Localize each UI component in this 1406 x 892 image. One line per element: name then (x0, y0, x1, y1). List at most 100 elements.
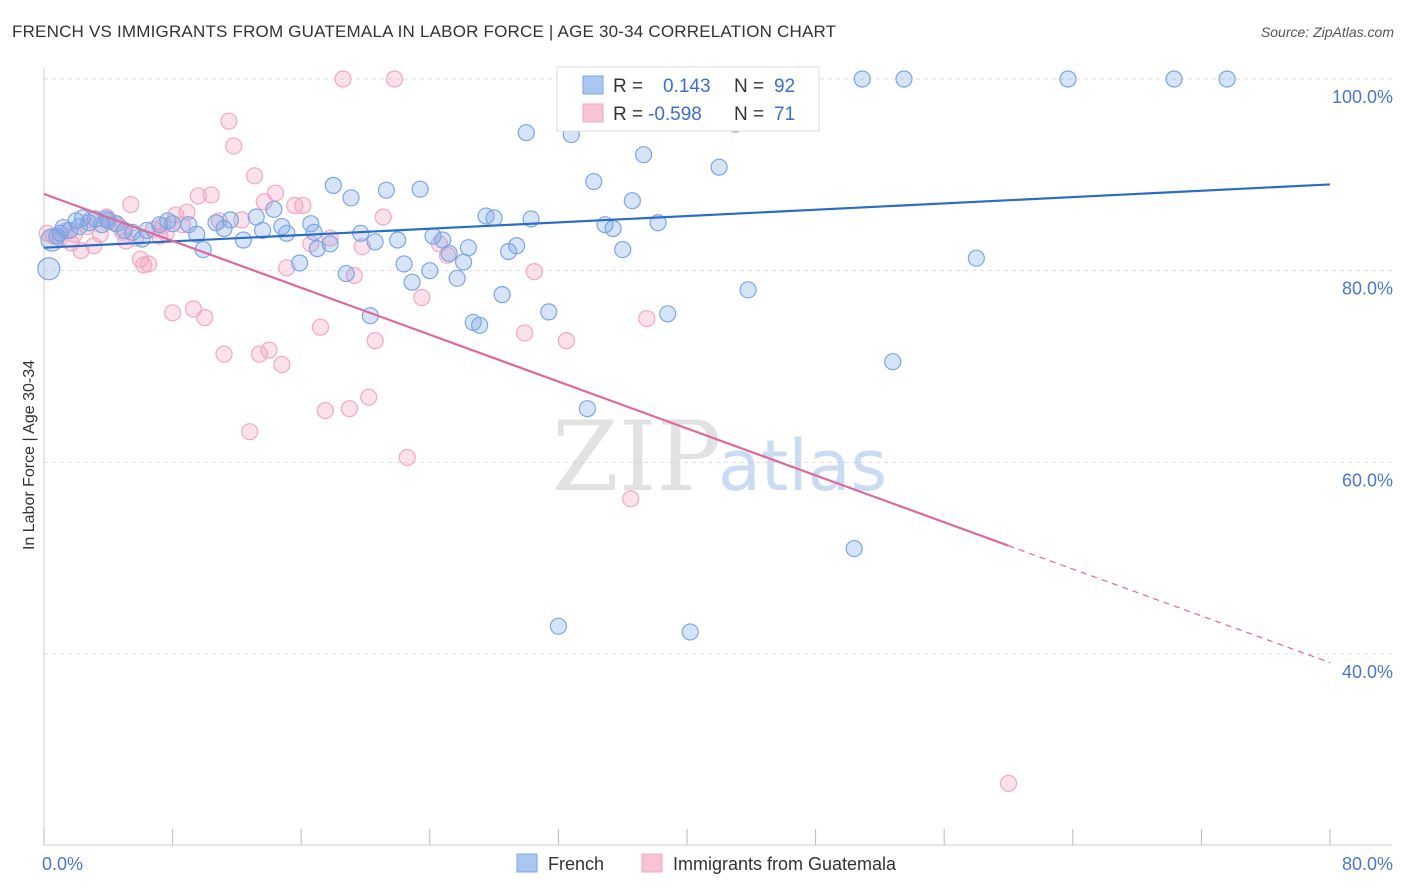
legend-n-value-guatemala: 71 (774, 104, 795, 125)
guatemala-point (122, 195, 140, 214)
trend-line-guatemala (43, 192, 1009, 547)
french-point (215, 219, 233, 238)
axes (43, 68, 1392, 846)
y-tick-labels: 100.0% 80.0% 60.0% 40.0% (1332, 87, 1393, 682)
bottom-legend-label-french: French (548, 854, 604, 874)
guatemala-point (241, 423, 259, 441)
guatemala-point (516, 324, 534, 342)
guatemala-point (225, 137, 243, 155)
watermark-zip: ZIP (552, 401, 721, 513)
french-point (61, 221, 79, 240)
french-point (884, 353, 902, 371)
french-point (614, 240, 632, 259)
guatemala-point (202, 186, 220, 204)
legend-n-label-french: N = (734, 76, 764, 97)
guatemala-point (278, 259, 296, 277)
x-tick-label-1: 80.0% (1342, 854, 1393, 874)
guatemala-point (525, 263, 543, 281)
trend-line-guatemala-extension (1008, 545, 1331, 664)
y-tick-label-3: 40.0% (1342, 662, 1393, 682)
french-point (290, 254, 309, 272)
french-point (221, 211, 240, 229)
french-point (37, 257, 61, 281)
series-guatemala-points (38, 70, 1018, 792)
french-point (389, 231, 407, 249)
french-point (459, 239, 477, 257)
guatemala-point (638, 309, 656, 328)
watermark-atlas: atlas (718, 425, 887, 507)
legend-r-label-guatemala: R = (613, 104, 643, 125)
watermark: ZIP atlas (552, 401, 887, 513)
french-point (254, 221, 272, 240)
guatemala-point (250, 345, 269, 363)
trend-lines (43, 183, 1331, 664)
guatemala-point (622, 490, 640, 508)
french-point (448, 269, 466, 287)
bottom-legend-label-guatemala: Immigrants from Guatemala (673, 854, 897, 874)
french-point (517, 124, 535, 142)
french-point (70, 217, 88, 236)
french-point (659, 305, 677, 323)
french-point (421, 262, 439, 280)
guatemala-point (999, 774, 1018, 792)
guatemala-point (340, 400, 359, 418)
french-point (51, 224, 69, 242)
french-point (1218, 70, 1236, 88)
french-point (508, 237, 526, 255)
guatemala-point (311, 318, 330, 336)
french-point (485, 209, 503, 227)
guatemala-point (220, 112, 238, 130)
french-point (549, 617, 568, 635)
french-point (585, 172, 603, 191)
guatemala-point (557, 332, 576, 350)
legend-swatch-french (582, 75, 604, 95)
french-point (967, 249, 985, 267)
y-tick-label-2: 60.0% (1342, 470, 1393, 490)
french-point (681, 623, 699, 641)
guatemala-point (273, 355, 291, 374)
french-point (265, 200, 283, 218)
x-tick-labels: 0.0% 80.0% (42, 854, 1393, 874)
french-point (845, 539, 863, 558)
french-point (342, 189, 360, 207)
guatemala-point (189, 187, 207, 205)
french-point (273, 217, 291, 236)
french-point (895, 70, 913, 88)
french-point (403, 273, 421, 291)
french-point (308, 240, 326, 258)
guatemala-point (215, 345, 233, 363)
guatemala-point (385, 70, 404, 88)
guatemala-point (366, 332, 384, 350)
guatemala-point (245, 167, 264, 185)
french-point (710, 158, 728, 176)
french-point (540, 303, 558, 321)
guatemala-point (334, 70, 352, 88)
french-point (159, 212, 177, 230)
french-point (305, 223, 323, 241)
legend-n-value-french: 92 (774, 76, 795, 97)
guatemala-point (139, 255, 158, 273)
french-point (40, 228, 64, 252)
trend-line-french (43, 183, 1331, 249)
chart-title: FRENCH VS IMMIGRANTS FROM GUATEMALA IN L… (12, 22, 837, 41)
french-point (853, 70, 871, 88)
source-credit: Source: ZipAtlas.com (1260, 24, 1394, 40)
guatemala-point (260, 341, 278, 359)
french-point (493, 286, 511, 304)
legend-n-label-guatemala: N = (734, 104, 764, 125)
stats-legend: R = 0.143 N = 92 R = -0.598 N = 71 (556, 66, 820, 132)
guatemala-point (294, 196, 312, 215)
french-point (424, 227, 442, 245)
french-point (321, 235, 339, 253)
guatemala-point (178, 203, 196, 221)
french-point (739, 281, 757, 299)
legend-swatch-guatemala (582, 103, 604, 123)
french-point (395, 255, 413, 273)
french-point (366, 233, 384, 251)
guatemala-point (398, 448, 416, 467)
french-point (578, 400, 596, 418)
french-point (377, 181, 395, 199)
french-point (440, 244, 458, 263)
legend-r-label-french: R = (613, 76, 643, 97)
french-point (324, 176, 342, 194)
